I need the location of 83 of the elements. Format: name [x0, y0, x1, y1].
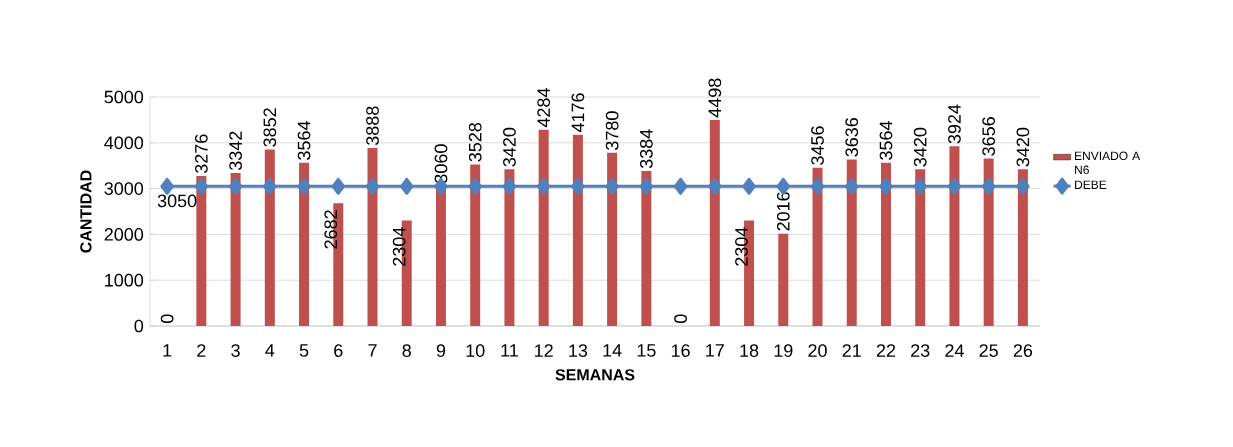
y-tick-label: 1000	[105, 273, 144, 287]
bar	[470, 164, 481, 326]
x-tick-label: 9	[436, 344, 446, 357]
bar	[572, 134, 583, 326]
y-tick-label: 3000	[104, 182, 144, 195]
legend-label: DEBE	[1075, 180, 1107, 189]
y-tick-label: 2000	[104, 228, 144, 241]
x-tick-label: 8	[402, 344, 411, 357]
bar	[709, 119, 720, 326]
x-axis-title: SEMANAS	[555, 369, 635, 381]
data-label: 3888	[366, 106, 379, 146]
x-tick-label: 11	[501, 344, 518, 357]
bar	[949, 146, 960, 326]
x-tick-label: 2	[197, 344, 206, 357]
x-tick-label: 20	[808, 344, 827, 357]
x-tick-label: 17	[706, 344, 724, 357]
data-label: 3780	[605, 111, 619, 150]
x-tick-label: 13	[569, 344, 588, 357]
data-label: 3050	[157, 194, 197, 208]
data-label: 3564	[879, 121, 893, 160]
data-label: 3636	[845, 118, 859, 157]
data-label: 2016	[776, 192, 790, 231]
bar	[538, 129, 549, 326]
bar	[915, 169, 926, 326]
bar	[641, 171, 652, 326]
x-tick-label: 3	[231, 344, 240, 357]
bar	[367, 147, 378, 326]
bar	[983, 158, 994, 326]
data-label: 3528	[468, 122, 482, 162]
data-label: 4176	[571, 93, 585, 133]
x-tick-label: 4	[265, 344, 275, 357]
data-label: 2304	[735, 227, 748, 266]
data-label: 3276	[194, 134, 208, 174]
y-tick-label: 4000	[104, 136, 144, 150]
x-tick-label: 15	[637, 344, 656, 357]
data-label: 3420	[1016, 127, 1030, 167]
x-tick-label: 23	[911, 344, 930, 357]
data-label: 2682	[324, 210, 338, 249]
bar	[299, 162, 310, 326]
data-label: 3342	[229, 131, 242, 171]
data-label: 3852	[263, 108, 277, 147]
x-tick-label: 24	[945, 344, 964, 357]
x-tick-label: 16	[671, 344, 690, 357]
bar	[230, 172, 241, 326]
y-tick-label: 5000	[104, 90, 144, 104]
bar	[880, 162, 891, 326]
data-label: 0	[674, 314, 687, 324]
bar	[504, 169, 515, 326]
bar	[778, 233, 789, 326]
data-label: 2304	[392, 227, 406, 266]
y-tick-label: 0	[134, 319, 144, 333]
data-label: 3456	[811, 126, 824, 165]
bar	[607, 152, 618, 326]
x-tick-label: 1	[163, 344, 172, 357]
data-label: 3420	[503, 127, 516, 167]
x-tick-label: 18	[740, 344, 759, 357]
x-tick-label: 25	[979, 344, 998, 357]
x-tick-label: 19	[774, 344, 793, 357]
y-axis-title: CANTIDAD	[80, 170, 92, 253]
x-tick-label: 10	[466, 344, 485, 357]
x-tick-label: 5	[299, 344, 309, 357]
bar	[1017, 169, 1028, 326]
x-tick-label: 6	[334, 344, 343, 357]
legend-label: ENVIADO A N6	[1075, 151, 1141, 175]
bar	[196, 175, 207, 326]
x-tick-label: 7	[368, 344, 377, 357]
data-label: 4284	[537, 88, 551, 128]
data-label: 4498	[708, 78, 722, 118]
x-tick-label: 12	[535, 344, 553, 357]
x-tick-label: 26	[1013, 344, 1033, 357]
data-label: 3060	[434, 144, 448, 183]
data-label: 3420	[913, 127, 927, 167]
data-label: 3564	[297, 121, 311, 160]
data-label: 3656	[982, 117, 996, 156]
x-tick-label: 22	[876, 344, 896, 357]
data-label: 3924	[948, 104, 961, 144]
bar	[812, 167, 823, 326]
bar	[264, 149, 275, 326]
data-label: 0	[160, 314, 174, 324]
x-tick-label: 14	[603, 344, 622, 357]
x-tick-label: 21	[842, 344, 861, 357]
data-label: 3384	[639, 129, 653, 169]
bar	[846, 159, 857, 326]
